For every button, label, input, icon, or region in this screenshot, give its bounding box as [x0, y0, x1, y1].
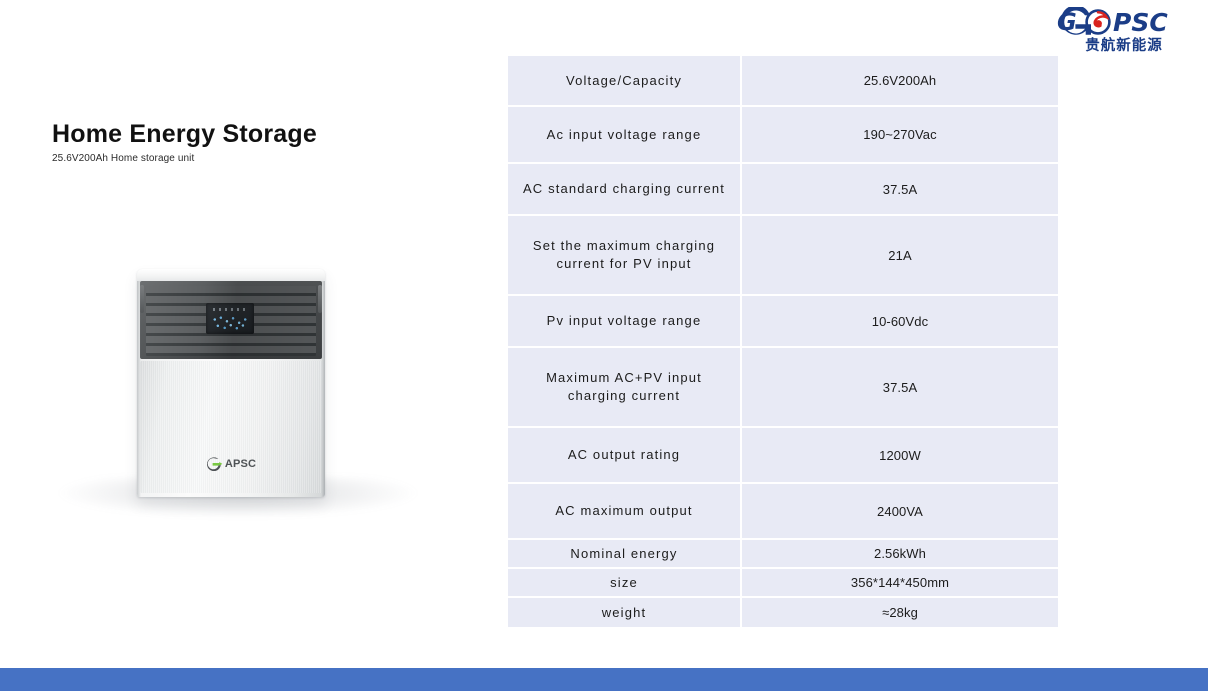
spec-row: Voltage/Capacity 25.6V200Ah [508, 56, 1058, 107]
display-led-indicators [211, 315, 249, 330]
spec-label-cell: AC output rating [508, 428, 742, 484]
spec-label-cell: size [508, 569, 742, 598]
spec-value-cell: 37.5A [742, 164, 1058, 216]
spec-value-cell: 25.6V200Ah [742, 56, 1058, 107]
spec-row: AC output rating 1200W [508, 428, 1058, 484]
product-logo-text: APSC [224, 458, 257, 470]
spec-row: Maximum AC+PV input charging current 37.5… [508, 348, 1058, 428]
footer-accent-bar [0, 668, 1208, 691]
spec-label-cell: AC maximum output [508, 484, 742, 540]
spec-row: Ac input voltage range 190~270Vac [508, 107, 1058, 164]
specifications-table-body: Voltage/Capacity 25.6V200Ah Ac input volta… [508, 56, 1058, 627]
vent-side-tab-right [318, 285, 322, 313]
product-logo: APSC [140, 457, 322, 471]
gapsc-logo-icon: G PSC [1054, 6, 1194, 38]
spec-label-cell: Pv input voltage range [508, 296, 742, 348]
spec-row: AC standard charging current 37.5A [508, 164, 1058, 216]
spec-value-cell: ≈28kg [742, 598, 1058, 627]
spec-row: Set the maximum charging current for PV … [508, 216, 1058, 296]
spec-value-cell: 10-60Vdc [742, 296, 1058, 348]
spec-label-cell: weight [508, 598, 742, 627]
spec-label-cell: Maximum AC+PV input charging current [508, 348, 742, 428]
display-segment-dots [213, 308, 247, 311]
product-display-panel [206, 303, 254, 334]
brand-chinese-name: 贵航新能源 [1085, 38, 1163, 54]
panel-brushed-texture [140, 361, 322, 493]
vent-side-tab-left [140, 285, 144, 313]
svg-text:G: G [1057, 8, 1077, 36]
product-lower-panel: APSC [140, 361, 322, 493]
spec-row: Pv input voltage range 10-60Vdc [508, 296, 1058, 348]
body-edge-left [137, 281, 141, 497]
spec-value-cell: 2400VA [742, 484, 1058, 540]
spec-value-cell: 1200W [742, 428, 1058, 484]
product-vent-panel [140, 281, 322, 359]
spec-row: Nominal energy 2.56kWh [508, 540, 1058, 569]
spec-value-cell: 2.56kWh [742, 540, 1058, 569]
spec-value-cell: 37.5A [742, 348, 1058, 428]
spec-value-cell: 356*144*450mm [742, 569, 1058, 598]
specifications-table: Voltage/Capacity 25.6V200Ah Ac input volta… [508, 56, 1058, 627]
spec-label-cell: AC standard charging current [508, 164, 742, 216]
spec-row: size 356*144*450mm [508, 569, 1058, 598]
product-logo-mark-icon [206, 457, 223, 471]
spec-value-cell: 21A [742, 216, 1058, 296]
page-subtitle: 25.6V200Ah Home storage unit [52, 153, 195, 164]
spec-value-cell: 190~270Vac [742, 107, 1058, 164]
spec-label-cell: Ac input voltage range [508, 107, 742, 164]
product-unit-body: APSC [137, 269, 325, 497]
spec-label-cell: Set the maximum charging current for PV … [508, 216, 742, 296]
spec-label-cell: Nominal energy [508, 540, 742, 569]
brand-logo: G PSC 贵航新能源 [1054, 6, 1194, 62]
page-title: Home Energy Storage [52, 119, 317, 148]
product-top-cap [137, 269, 325, 281]
spec-label-cell: Voltage/Capacity [508, 56, 742, 107]
vent-sheen-overlay [140, 281, 322, 359]
product-image: APSC [52, 255, 424, 545]
spec-row: AC maximum output 2400VA [508, 484, 1058, 540]
body-edge-right [321, 281, 325, 497]
svg-text:PSC: PSC [1113, 8, 1168, 37]
spec-row: weight ≈28kg [508, 598, 1058, 627]
